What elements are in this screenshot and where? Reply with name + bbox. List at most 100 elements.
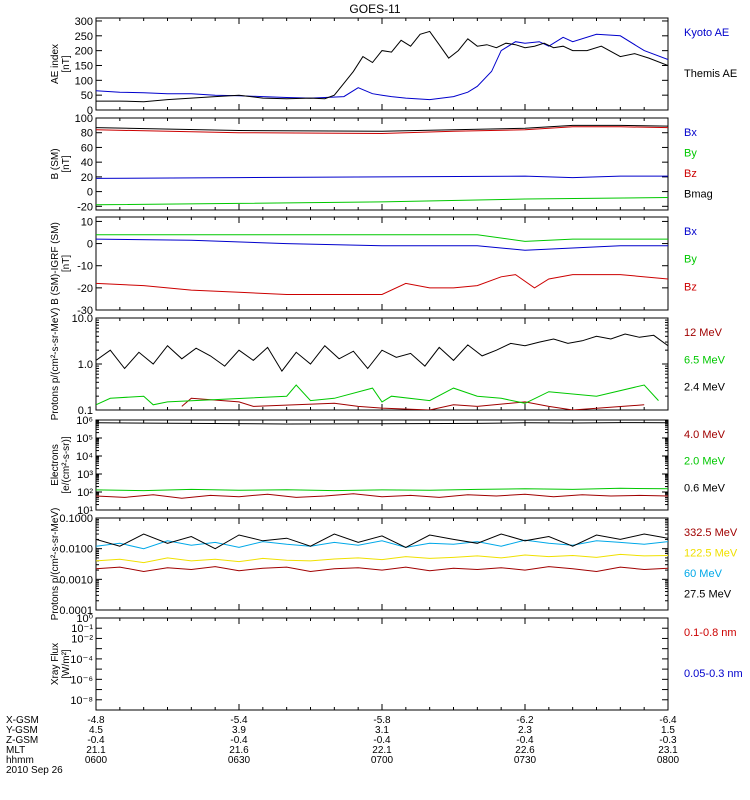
panel-4: 0.1 1.0 10.0 Protons p/(cm²-s-sr-MeV) 12 MeV… bbox=[50, 308, 726, 421]
y-tick-label: 200 bbox=[75, 46, 93, 58]
ephemeris-value: -0.4 bbox=[87, 735, 105, 746]
y-axis-label: Protons p/(cm²-s-sr-MeV) bbox=[50, 308, 61, 421]
y-tick-label: 10¹ bbox=[77, 505, 93, 517]
ephemeris-value: -0.4 bbox=[230, 735, 248, 746]
y-tick-label: 0.1 bbox=[78, 405, 93, 417]
series-line-332-5-mev bbox=[96, 566, 668, 573]
series-line-27-5-mev bbox=[96, 533, 668, 550]
ephemeris-row-label: Z-GSM bbox=[6, 735, 38, 746]
plot-title: GOES-11 bbox=[349, 2, 400, 16]
ephemeris-value: 22.6 bbox=[515, 745, 535, 756]
date-label: 2010 Sep 26 bbox=[6, 765, 63, 776]
panel-1: 0 50 100 150 200 250 300 AE index[nT] Kyoto AE Th… bbox=[50, 16, 737, 117]
y-tick-label: 10⁻⁸ bbox=[70, 695, 93, 707]
y-axis-label: Protons p/(cm²-s-sr-MeV) bbox=[50, 508, 61, 621]
y-tick-label: 10 bbox=[81, 216, 93, 228]
ephemeris-value: 3.1 bbox=[375, 725, 389, 736]
panel-frame bbox=[95, 216, 669, 311]
legend-label: 12 MeV bbox=[684, 327, 723, 339]
legend-label: 2.0 MeV bbox=[684, 456, 726, 468]
ephemeris-value: 4.5 bbox=[89, 725, 103, 736]
y-tick-label: 0 bbox=[87, 105, 93, 117]
y-tick-label: 10³ bbox=[77, 469, 93, 481]
y-tick-label: 0.1000 bbox=[59, 513, 93, 525]
y-tick-label: 80 bbox=[81, 128, 93, 140]
y-tick-label: 40 bbox=[81, 157, 93, 169]
ephemeris-value: -0.4 bbox=[373, 735, 391, 746]
legend-label: 2.4 MeV bbox=[684, 382, 726, 394]
ephemeris-value: 0730 bbox=[514, 755, 537, 766]
legend-label: 332.5 MeV bbox=[684, 527, 738, 539]
series-line-bx bbox=[96, 238, 668, 251]
y-tick-label: 10⁻¹ bbox=[71, 623, 93, 635]
ephemeris-row-label: Y-GSM bbox=[6, 725, 38, 736]
legend-label: By bbox=[684, 148, 697, 160]
y-tick-label: -20 bbox=[77, 201, 93, 213]
legend-label: Bz bbox=[684, 281, 697, 293]
ephemeris-value: 0600 bbox=[85, 755, 108, 766]
ephemeris-value: 3.9 bbox=[232, 725, 246, 736]
y-tick-label: 300 bbox=[75, 16, 93, 28]
panel-3: -30 -20 -10 0 10 B (SM)-IGRF (SM)[nT] Bx By Bz bbox=[50, 216, 697, 317]
ephemeris-row-label: MLT bbox=[6, 745, 25, 756]
y-tick-label: 250 bbox=[75, 31, 93, 43]
ephemeris-value: -0.3 bbox=[659, 735, 677, 746]
series-line-12-mev bbox=[181, 397, 645, 410]
y-tick-label: 10⁻² bbox=[71, 633, 93, 645]
ephemeris-value: 0700 bbox=[371, 755, 394, 766]
y-axis-label: B (SM)[nT] bbox=[50, 148, 72, 179]
ephemeris-value: 1.5 bbox=[661, 725, 675, 736]
series-line-bz bbox=[96, 126, 668, 135]
ephemeris-value: 0630 bbox=[228, 755, 251, 766]
y-tick-label: 0.0100 bbox=[59, 544, 93, 556]
ephemeris-value: -6.2 bbox=[516, 715, 534, 726]
y-tick-label: 10⁰ bbox=[76, 613, 93, 625]
y-tick-label: 0.0001 bbox=[59, 605, 93, 617]
ephemeris-value: 2.3 bbox=[518, 725, 532, 736]
panel-frame bbox=[95, 317, 669, 411]
ephemeris-table: X-GSMY-GSMZ-GSMMLThhmm-4.84.5-0.421.1060… bbox=[6, 715, 680, 766]
y-tick-label: 10⁴ bbox=[76, 451, 93, 463]
y-tick-label: 60 bbox=[81, 142, 93, 154]
y-tick-label: 20 bbox=[81, 172, 93, 184]
y-tick-label: 150 bbox=[75, 60, 93, 72]
y-tick-label: -30 bbox=[77, 305, 93, 317]
y-tick-label: 0 bbox=[87, 239, 93, 251]
series-line-by bbox=[96, 234, 668, 242]
legend-label: Kyoto AE bbox=[684, 27, 729, 39]
ephemeris-value: 21.1 bbox=[86, 745, 106, 756]
y-tick-label: 10⁻⁴ bbox=[70, 654, 93, 666]
legend-label: Bmag bbox=[684, 189, 713, 201]
legend-label: 0.05-0.3 nm bbox=[684, 668, 743, 680]
legend-label: 27.5 MeV bbox=[684, 589, 732, 601]
series-line-0-6-mev bbox=[96, 422, 668, 425]
series-line-60-mev bbox=[96, 539, 668, 550]
legend-label: 0.1-0.8 nm bbox=[684, 627, 737, 639]
series-line-4-0-mev bbox=[96, 493, 668, 499]
legend-label: Bz bbox=[684, 168, 697, 180]
panel-5: 10¹ 10² 10³ 10⁴ 10⁵ 10⁶ Electrons[e/(cm²-s-sr)… bbox=[50, 415, 726, 517]
panel-frame bbox=[95, 17, 669, 111]
series-line-by bbox=[96, 197, 668, 206]
panel-frame bbox=[95, 617, 669, 711]
series-line-122-5-mev bbox=[96, 553, 668, 564]
y-tick-label: -20 bbox=[77, 283, 93, 295]
ephemeris-value: -5.4 bbox=[230, 715, 248, 726]
y-tick-label: 10⁵ bbox=[76, 433, 93, 445]
ephemeris-row-label: X-GSM bbox=[6, 715, 39, 726]
series-line-kyoto-ae bbox=[96, 33, 668, 101]
series-line-bx bbox=[96, 175, 668, 179]
ephemeris-value: -4.8 bbox=[87, 715, 105, 726]
y-tick-label: 0.0010 bbox=[59, 574, 93, 586]
y-tick-label: 100 bbox=[75, 75, 93, 87]
y-axis-label: B (SM)-IGRF (SM)[nT] bbox=[50, 222, 72, 305]
y-axis-label: Electrons[e/(cm²-s-sr)] bbox=[50, 436, 72, 493]
legend-label: 4.0 MeV bbox=[684, 429, 726, 441]
panel-2: -20 0 20 40 60 80 100 B (SM)[nT] Bx By Bz Bmag bbox=[50, 113, 713, 213]
y-tick-label: 10² bbox=[77, 487, 93, 499]
y-tick-label: 0 bbox=[87, 187, 93, 199]
series-line-themis-ae bbox=[96, 30, 668, 103]
ephemeris-value: 21.6 bbox=[229, 745, 249, 756]
